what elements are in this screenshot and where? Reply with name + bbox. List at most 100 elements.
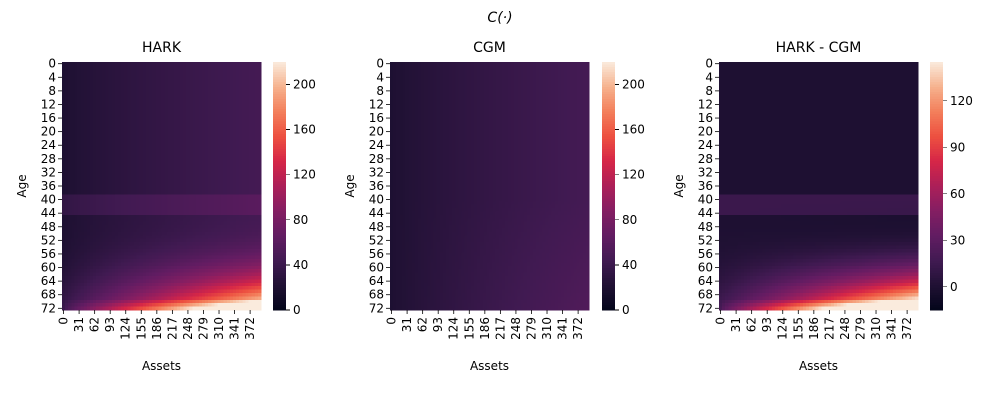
heatmap-cell — [68, 112, 72, 117]
heatmap-cell — [71, 106, 75, 111]
heatmap-cell — [127, 102, 131, 107]
heatmap-cell — [124, 68, 128, 73]
heatmap-cell — [167, 153, 172, 158]
heatmap-cell — [455, 65, 459, 70]
heatmap-cell — [127, 194, 131, 199]
heatmap-cell — [155, 75, 159, 80]
heatmap-cell — [158, 180, 162, 185]
heatmap-cell — [201, 306, 206, 311]
heatmap-cell — [133, 303, 138, 308]
heatmap-cell — [83, 225, 88, 229]
heatmap-cell — [77, 153, 82, 158]
heatmap-cell — [192, 140, 197, 145]
heatmap-cell — [102, 92, 107, 97]
heatmap-cell — [186, 191, 190, 195]
heatmap-cell — [164, 228, 169, 233]
heatmap-cell — [114, 276, 119, 280]
heatmap-cell — [99, 143, 103, 148]
heatmap-cell — [239, 160, 243, 165]
heatmap-cell — [220, 245, 225, 250]
heatmap-cell — [177, 228, 181, 233]
heatmap-cell — [195, 293, 200, 297]
heatmap-cell — [99, 299, 103, 304]
heatmap-cell — [152, 78, 156, 83]
heatmap-cell — [89, 99, 94, 104]
heatmap-cell — [149, 150, 153, 155]
heatmap-cell — [195, 136, 200, 141]
heatmap-cell — [170, 194, 175, 199]
heatmap-cell — [226, 109, 231, 114]
heatmap-cell — [114, 163, 119, 168]
heatmap-cell — [236, 296, 240, 301]
heatmap-cell — [192, 184, 197, 189]
heatmap-cell — [248, 299, 253, 304]
heatmap-cell — [145, 296, 150, 301]
heatmap-cell — [229, 150, 234, 155]
heatmap-cell — [220, 184, 225, 189]
heatmap-cell — [127, 65, 131, 70]
heatmap-cell — [99, 95, 103, 100]
heatmap-cell — [248, 214, 253, 219]
heatmap-cell — [167, 85, 172, 90]
heatmap-cell — [89, 140, 94, 145]
heatmap-cell — [68, 197, 72, 202]
heatmap-cell — [136, 85, 141, 90]
colorbar-segment — [273, 96, 286, 100]
heatmap-cell — [130, 129, 135, 134]
heatmap-cell — [80, 299, 85, 304]
heatmap-cell — [71, 228, 75, 233]
heatmap-cell — [208, 126, 212, 131]
heatmap-cell — [99, 112, 103, 117]
heatmap-cell — [96, 65, 100, 70]
colorbar-segment — [273, 109, 286, 113]
heatmap-cell — [233, 180, 237, 185]
heatmap-cell — [71, 102, 75, 107]
heatmap-cell — [220, 194, 225, 199]
heatmap-cell — [74, 174, 79, 179]
heatmap-cell — [80, 157, 85, 162]
heatmap-cell — [183, 136, 187, 141]
heatmap-cell — [217, 106, 222, 111]
heatmap-cell — [117, 276, 122, 280]
heatmap-cell — [245, 153, 250, 158]
heatmap-cell — [245, 75, 250, 80]
heatmap-cell — [130, 235, 135, 240]
heatmap-cell — [114, 282, 119, 287]
heatmap-cell — [158, 221, 162, 226]
heatmap-cell — [226, 143, 231, 148]
heatmap-cell — [195, 126, 200, 131]
heatmap-cell — [145, 255, 150, 260]
heatmap-cell — [161, 143, 166, 148]
heatmap-cell — [99, 72, 103, 77]
heatmap-cell — [254, 126, 259, 131]
heatmap-cell — [121, 248, 125, 253]
heatmap-cell — [114, 306, 119, 311]
heatmap-cell — [257, 231, 262, 236]
colorbar-segment — [273, 146, 286, 150]
heatmap-cell — [93, 293, 97, 297]
heatmap-cell — [121, 170, 125, 175]
heatmap-cell — [89, 238, 94, 243]
heatmap-cell — [170, 177, 175, 182]
heatmap-cell — [236, 146, 240, 151]
heatmap-cell — [217, 197, 222, 202]
heatmap-cell — [170, 197, 175, 202]
heatmap-cell — [96, 180, 100, 185]
heatmap-cell — [111, 75, 116, 80]
heatmap-cell — [155, 170, 159, 175]
heatmap-cell — [155, 306, 159, 311]
x-tick-label: 341 — [228, 317, 242, 340]
heatmap-cell — [195, 92, 200, 97]
heatmap-cell — [183, 299, 187, 304]
heatmap-cell — [65, 116, 69, 121]
heatmap-cell — [105, 191, 110, 195]
heatmap-cell — [205, 187, 209, 192]
heatmap-cell — [96, 99, 100, 104]
heatmap-cell — [211, 123, 215, 128]
heatmap-cell — [71, 248, 75, 253]
heatmap-cell — [208, 116, 212, 121]
heatmap-cell — [139, 106, 144, 111]
heatmap-cell — [257, 204, 262, 209]
heatmap-cell — [77, 245, 82, 250]
heatmap-cell — [121, 262, 125, 267]
